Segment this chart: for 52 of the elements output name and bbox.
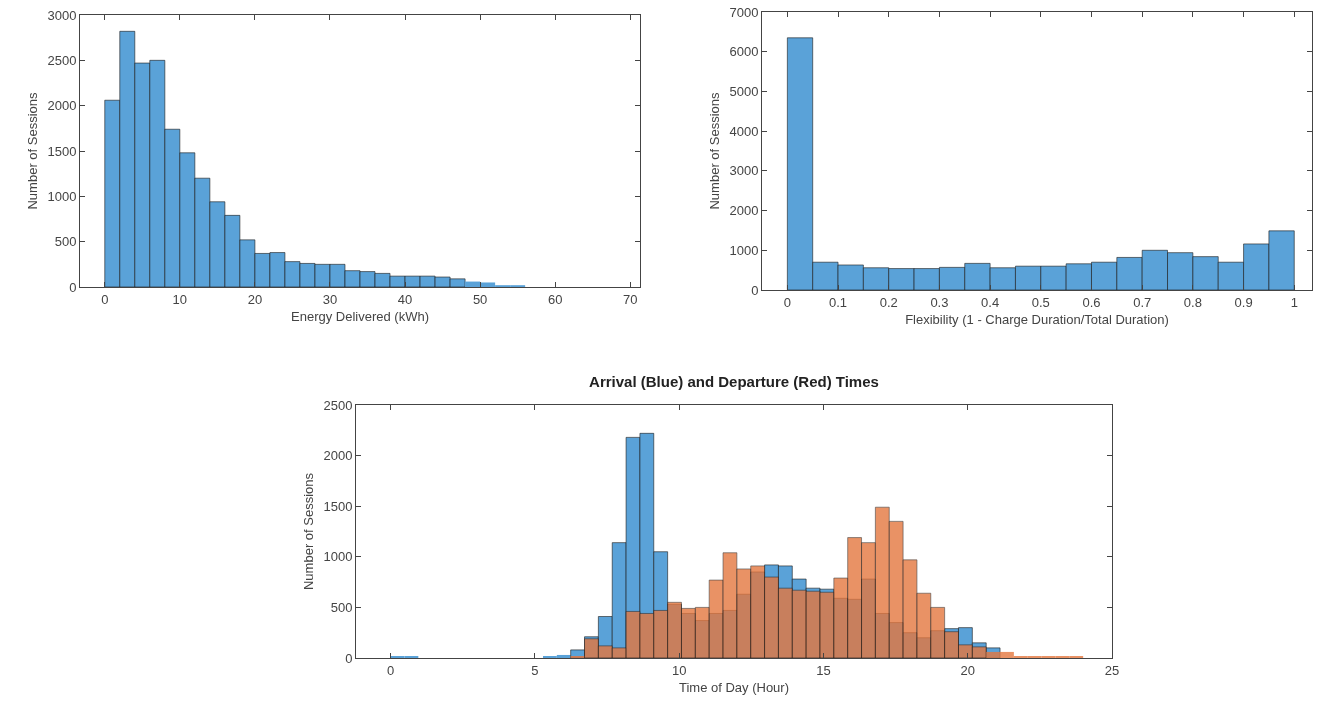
x-tick-label: 40 xyxy=(397,291,413,307)
y-tick-label: 5000 xyxy=(729,83,759,99)
x-tick-label: 1 xyxy=(1290,294,1298,310)
chart-title: Arrival (Blue) and Departure (Red) Times xyxy=(589,373,879,391)
y-tick-label: 1000 xyxy=(47,188,77,204)
y-tick-label: 6000 xyxy=(729,44,759,60)
y-tick-label: 3000 xyxy=(47,7,77,23)
y-tick-label: 1000 xyxy=(729,242,759,258)
x-tick-label: 0.5 xyxy=(1031,294,1050,310)
x-tick-label: 70 xyxy=(623,291,638,307)
x-tick-label: 20 xyxy=(960,662,975,678)
y-tick-label: 2000 xyxy=(47,98,77,114)
y-tick-label: 2500 xyxy=(323,397,353,413)
y-tick-label: 1500 xyxy=(47,143,77,159)
y-tick-label: 500 xyxy=(54,234,77,250)
y-tick-label: 2500 xyxy=(47,52,77,68)
y-tick-label: 0 xyxy=(345,650,353,666)
y-tick-label: 3000 xyxy=(729,163,759,179)
y-tick-label: 4000 xyxy=(729,123,759,139)
y-tick-label: 2000 xyxy=(729,203,759,219)
y-axis-title: Number of Sessions xyxy=(707,91,723,210)
x-axis-title: Flexibility (1 - Charge Duration/Total Duration) xyxy=(905,312,1169,328)
x-tick-label: 0.1 xyxy=(829,294,848,310)
x-tick-label: 0.7 xyxy=(1133,294,1152,310)
x-tick-label: 20 xyxy=(247,291,263,307)
x-tick-label: 0.3 xyxy=(930,294,949,310)
y-tick-label: 7000 xyxy=(729,4,759,20)
x-tick-label: 0.9 xyxy=(1234,294,1253,310)
x-tick-label: 0.6 xyxy=(1082,294,1101,310)
x-tick-label: 60 xyxy=(547,291,563,307)
x-tick-label: 5 xyxy=(531,662,539,678)
x-tick-label: 25 xyxy=(1104,662,1120,678)
x-tick-label: 0.2 xyxy=(879,294,898,310)
x-axis-title: Time of Day (Hour) xyxy=(678,680,790,696)
y-tick-label: 500 xyxy=(330,599,353,615)
y-tick-label: 0 xyxy=(69,279,77,295)
y-tick-label: 1500 xyxy=(323,498,353,514)
x-tick-label: 30 xyxy=(322,291,338,307)
x-tick-label: 10 xyxy=(671,662,687,678)
y-axis-title: Number of Sessions xyxy=(25,91,41,210)
x-tick-label: 0 xyxy=(783,294,791,310)
y-axis-title: Number of Sessions xyxy=(301,472,317,591)
x-tick-label: 0.8 xyxy=(1183,294,1202,310)
x-axis-title: Energy Delivered (kWh) xyxy=(291,309,429,325)
y-tick-label: 1000 xyxy=(323,549,353,565)
x-tick-label: 50 xyxy=(472,291,488,307)
y-tick-label: 2000 xyxy=(323,448,353,464)
x-tick-label: 0 xyxy=(387,662,395,678)
x-tick-label: 0.4 xyxy=(981,294,1000,310)
x-tick-label: 0 xyxy=(101,291,109,307)
x-tick-label: 10 xyxy=(172,291,188,307)
x-tick-label: 15 xyxy=(816,662,831,678)
